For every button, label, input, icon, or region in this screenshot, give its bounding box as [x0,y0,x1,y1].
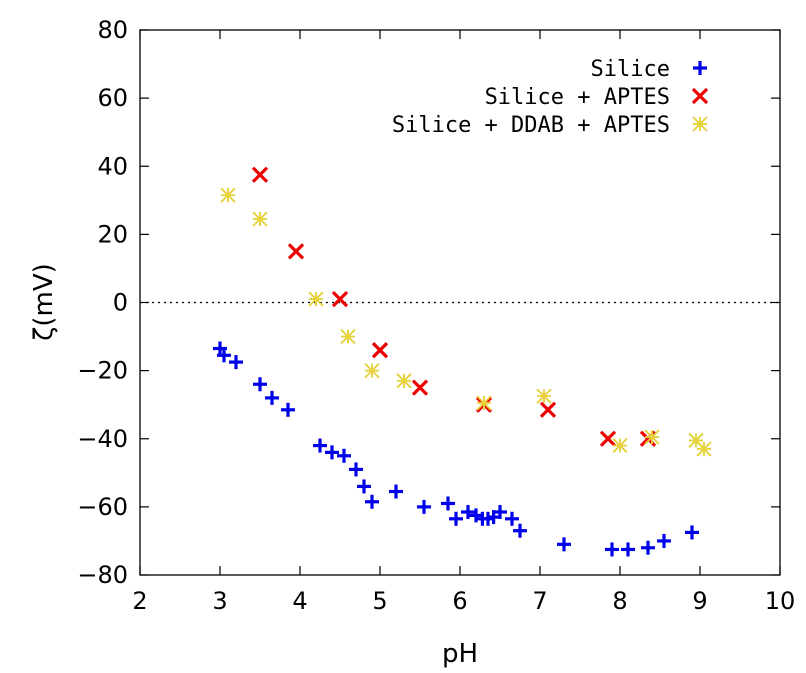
data-point [417,499,431,514]
y-tick-label: 40 [97,152,128,180]
series-2 [251,166,657,447]
y-tick-label: 60 [97,84,128,112]
data-point [281,402,295,417]
data-point [505,511,519,526]
data-point [357,479,371,494]
x-tick-label: 7 [532,587,547,615]
data-point [441,496,455,511]
data-point [331,290,349,308]
legend-label: Silice [591,57,670,82]
x-tick-label: 5 [372,587,387,615]
legend-marker [693,61,707,75]
data-point [340,328,356,345]
data-points-layer [213,166,712,557]
x-tick-label: 8 [612,587,627,615]
data-point [641,540,655,555]
data-point [220,187,236,203]
data-point [229,355,243,370]
x-tick-label: 3 [212,587,227,615]
data-point [365,494,379,509]
data-point [621,542,635,557]
data-point [612,437,628,454]
y-tick-label: −20 [77,357,128,385]
data-point [449,511,463,526]
data-point [536,388,552,404]
data-point [265,390,279,405]
tick-layer: 2 3 4 5 6 7 8 9 10 −80 −60 −40 −20 0 20 40 60 80 [77,16,795,615]
data-point [605,542,619,557]
y-tick-label: 20 [97,220,128,248]
x-tick-label: 10 [765,587,796,615]
y-tick-label: −60 [77,493,128,521]
data-point [251,166,269,183]
data-point [599,430,617,447]
data-point [364,362,380,379]
data-point [325,445,339,460]
data-point [389,484,403,499]
data-point [337,448,351,463]
data-point [657,533,671,548]
series-3 [220,187,712,457]
data-point [371,342,389,359]
data-point [308,291,324,307]
y-tick-label: −80 [77,561,128,589]
x-tick-label: 4 [292,587,307,615]
data-point [644,429,660,445]
data-point [349,462,363,477]
data-point [696,441,712,457]
data-point [252,211,268,227]
data-point [557,537,571,552]
y-tick-label: −40 [77,425,128,453]
data-point [493,504,507,519]
data-point [461,504,475,519]
x-tick-label: 2 [132,587,147,615]
legend-marker [692,116,708,132]
x-tick-label: 6 [452,587,467,615]
legend-label: Silice + DDAB + APTES [392,113,670,138]
data-point [685,525,699,540]
y-axis-label: ζ(mV) [29,263,59,341]
data-point [396,373,412,389]
legend-label: Silice + APTES [485,85,670,110]
data-point [253,377,267,392]
legend-marker [691,87,709,105]
series-1 [213,341,699,557]
y-tick-label: 80 [97,16,128,44]
x-tick-label: 9 [692,587,707,615]
legend: Silice Silice + APTES Silice + DDAB + APTE… [392,57,709,138]
data-point [287,243,305,260]
data-point [513,523,527,538]
y-tick-label: 0 [113,289,128,317]
data-point [217,348,231,363]
data-point [539,401,557,418]
data-point [313,438,327,453]
data-point [476,395,492,411]
data-point [411,379,429,396]
x-axis-label: pH [442,639,478,669]
